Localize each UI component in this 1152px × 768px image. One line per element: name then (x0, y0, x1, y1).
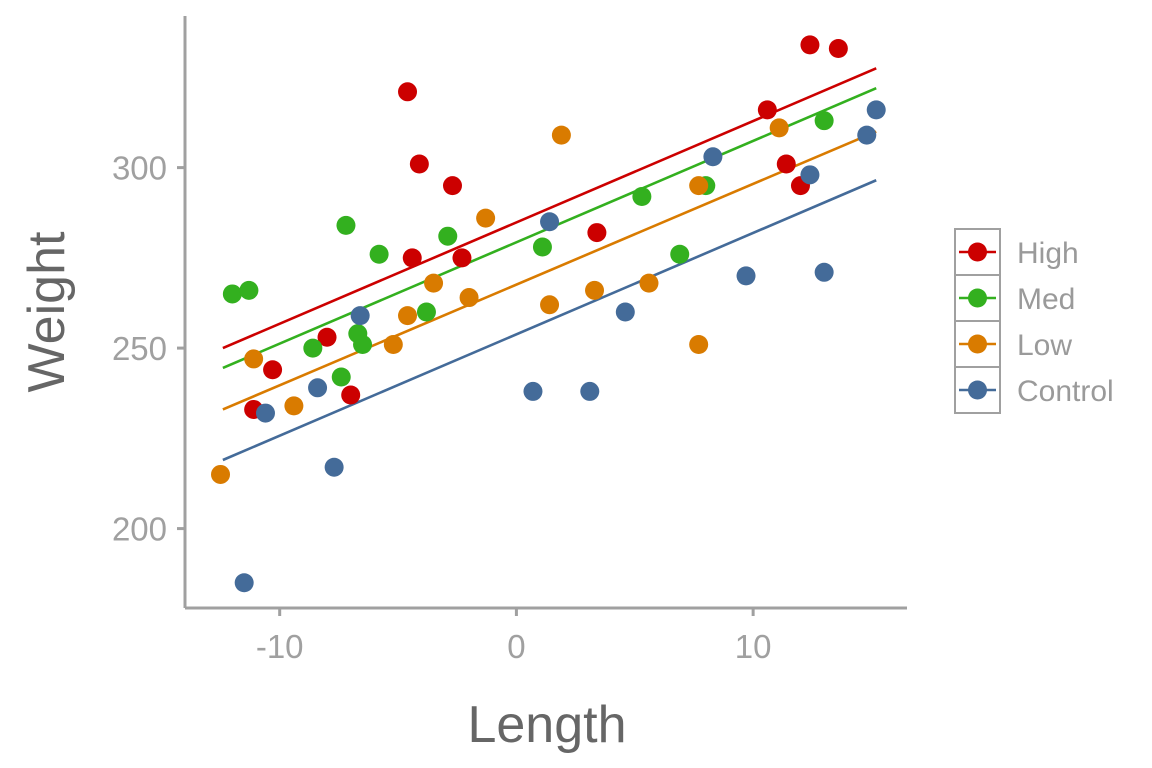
data-point (211, 464, 231, 484)
data-point (331, 367, 351, 387)
data-point (523, 381, 543, 401)
legend-key-point (968, 380, 987, 400)
data-point (255, 403, 275, 423)
series-med (222, 111, 834, 387)
data-point (244, 349, 264, 369)
data-point (814, 262, 834, 282)
data-point (632, 186, 652, 206)
fit-line-low (222, 130, 877, 411)
y-tick-label: 200 (112, 511, 167, 548)
data-point (540, 295, 560, 315)
data-point (587, 223, 607, 243)
data-point (317, 327, 337, 347)
data-points (211, 35, 886, 593)
series-low (211, 118, 789, 484)
data-point (689, 334, 709, 354)
data-point (585, 280, 605, 300)
legend-label: Med (1017, 283, 1075, 316)
data-point (308, 378, 328, 398)
data-point (459, 288, 479, 308)
data-point (222, 284, 242, 304)
data-point (452, 248, 472, 268)
data-point (398, 306, 418, 326)
legend-label: Low (1017, 329, 1072, 362)
data-point (383, 334, 403, 354)
legend-item-low: Low (954, 320, 1072, 368)
data-point (416, 302, 436, 322)
data-point (336, 215, 356, 235)
data-point (670, 244, 690, 264)
x-axis-title: Length (467, 696, 626, 754)
data-point (769, 118, 789, 138)
x-tick-label: 0 (507, 628, 525, 665)
data-point (703, 147, 723, 167)
data-point (776, 154, 796, 174)
data-point (263, 360, 283, 380)
legend-item-control: Control (954, 366, 1114, 414)
data-point (551, 125, 571, 145)
data-point (800, 35, 820, 55)
data-point (438, 226, 458, 246)
data-point (866, 100, 886, 120)
legend-item-high: High (954, 228, 1079, 276)
data-point (540, 212, 560, 232)
fit-line-control (222, 179, 877, 462)
x-axis-ticks: -10 0 10 (256, 608, 772, 665)
data-point (639, 273, 659, 293)
data-point (424, 273, 444, 293)
data-point (409, 154, 429, 174)
data-point (353, 334, 373, 354)
data-point (234, 573, 254, 593)
legend: High Med Low Control (954, 228, 1114, 414)
data-point (814, 111, 834, 131)
y-axis-title: Weight (18, 231, 76, 392)
data-point (615, 302, 635, 322)
data-point (284, 396, 304, 416)
y-tick-label: 250 (112, 330, 167, 367)
data-point (476, 208, 496, 228)
x-tick-label: 10 (735, 628, 772, 665)
y-axis-ticks: 200 250 300 (112, 150, 185, 548)
data-point (350, 306, 370, 326)
data-point (532, 237, 552, 257)
legend-key-point (968, 334, 987, 354)
data-point (857, 125, 877, 145)
legend-item-med: Med (954, 274, 1075, 322)
data-point (757, 100, 777, 120)
data-point (800, 165, 820, 185)
series-high (244, 35, 848, 419)
series-control (234, 100, 886, 593)
legend-key-point (968, 288, 987, 308)
legend-key-point (968, 242, 987, 262)
legend-label: Control (1017, 375, 1114, 408)
data-point (689, 176, 709, 196)
data-point (341, 385, 361, 405)
data-point (369, 244, 389, 264)
x-tick-label: -10 (256, 628, 304, 665)
data-point (828, 38, 848, 58)
data-point (580, 381, 600, 401)
data-point (442, 176, 462, 196)
data-point (402, 248, 422, 268)
legend-label: High (1017, 237, 1079, 270)
data-point (303, 338, 323, 358)
y-tick-label: 300 (112, 150, 167, 187)
data-point (736, 266, 756, 286)
data-point (324, 457, 344, 477)
data-point (239, 280, 259, 300)
data-point (398, 82, 418, 102)
